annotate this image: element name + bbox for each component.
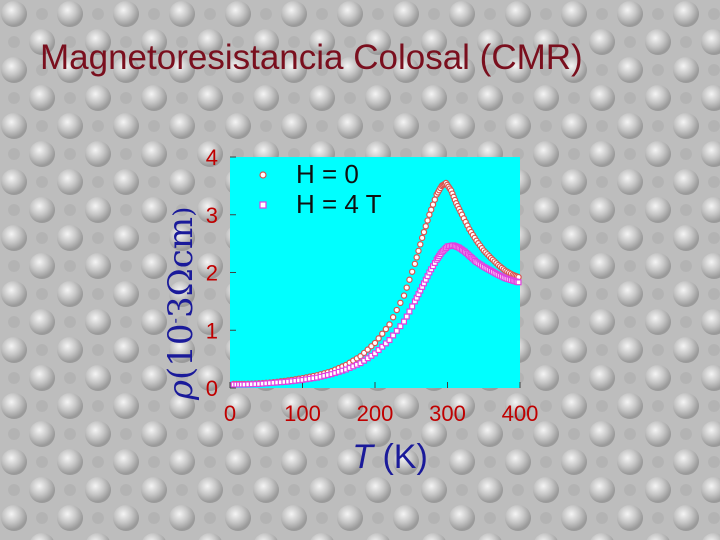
y-tick-label: 0 (206, 376, 218, 401)
y-axis-label-part: 1 (161, 345, 201, 367)
x-tick-label: 0 (224, 401, 236, 426)
y-axis-label-part: c (161, 249, 201, 268)
y-axis-label-part: - (165, 318, 184, 323)
x-axis-symbol: T (352, 438, 382, 476)
data-point (411, 260, 419, 268)
data-point (386, 337, 393, 344)
data-point (382, 340, 389, 347)
data-point (393, 327, 400, 334)
x-tick-label: 100 (284, 401, 321, 426)
legend-entry: H = 0 (296, 159, 359, 189)
data-point (371, 339, 379, 347)
data-point (406, 276, 413, 283)
data-point (382, 325, 390, 333)
data-point (403, 313, 410, 320)
data-point (417, 241, 424, 248)
data-point (397, 323, 404, 330)
data-point (406, 308, 413, 315)
y-axis-label-part: ρ (161, 380, 201, 401)
y-axis-label-part: ( (161, 367, 201, 380)
plot-area (230, 157, 520, 388)
y-axis-label-part: 0 (161, 323, 201, 345)
data-point (426, 211, 433, 218)
data-point (401, 318, 408, 325)
data-point (422, 223, 429, 230)
data-point (408, 268, 416, 275)
legend-marker-circle (259, 171, 267, 179)
x-axis-unit: (K) (382, 438, 427, 476)
data-point (427, 206, 435, 213)
y-tick-label: 3 (206, 203, 218, 228)
y-axis-label: ρ(10-3Ωcm) (161, 207, 201, 401)
y-tick-label: 1 (206, 318, 218, 343)
y-axis-label-part: Ω (161, 268, 201, 296)
data-point (413, 254, 420, 261)
data-point (375, 347, 382, 354)
y-axis-label-part: ) (169, 207, 199, 217)
data-point (375, 335, 382, 342)
y-axis-label-part: m (161, 217, 201, 249)
data-point (420, 228, 428, 236)
y-axis-label-text: ρ(10-3Ωcm) (161, 207, 201, 401)
x-axis-label: T (K) (352, 438, 428, 476)
data-point (390, 332, 397, 339)
x-tick-label: 400 (502, 401, 539, 426)
data-point (389, 314, 397, 321)
axis-ticks: 0 1 2 3 4 0 100 200 300 400 (206, 145, 539, 426)
data-point (515, 279, 522, 286)
x-tick-label: 300 (429, 401, 466, 426)
x-tick-label: 200 (357, 401, 394, 426)
data-point (418, 234, 426, 242)
data-point (393, 306, 400, 314)
y-tick-label: 2 (206, 261, 218, 286)
data-point (403, 284, 410, 291)
data-point (400, 292, 408, 299)
legend-marker-square (259, 201, 267, 209)
data-point (415, 247, 422, 255)
data-point (379, 343, 386, 350)
data-point (386, 321, 393, 328)
data-point (424, 217, 431, 224)
data-point (431, 196, 439, 203)
y-tick-label: 4 (206, 145, 218, 170)
data-series (230, 179, 522, 388)
data-point (379, 330, 386, 337)
data-point (397, 299, 404, 307)
y-axis-label-part: 3 (161, 296, 201, 318)
data-point (429, 201, 437, 208)
legend: H = 0H = 4 T (259, 159, 382, 219)
legend-entry: H = 4 T (296, 189, 382, 219)
series-h4t (230, 242, 522, 388)
slide-title: Magnetoresistancia Colosal (CMR) (40, 38, 583, 77)
data-point (372, 350, 379, 357)
data-point (409, 303, 416, 310)
